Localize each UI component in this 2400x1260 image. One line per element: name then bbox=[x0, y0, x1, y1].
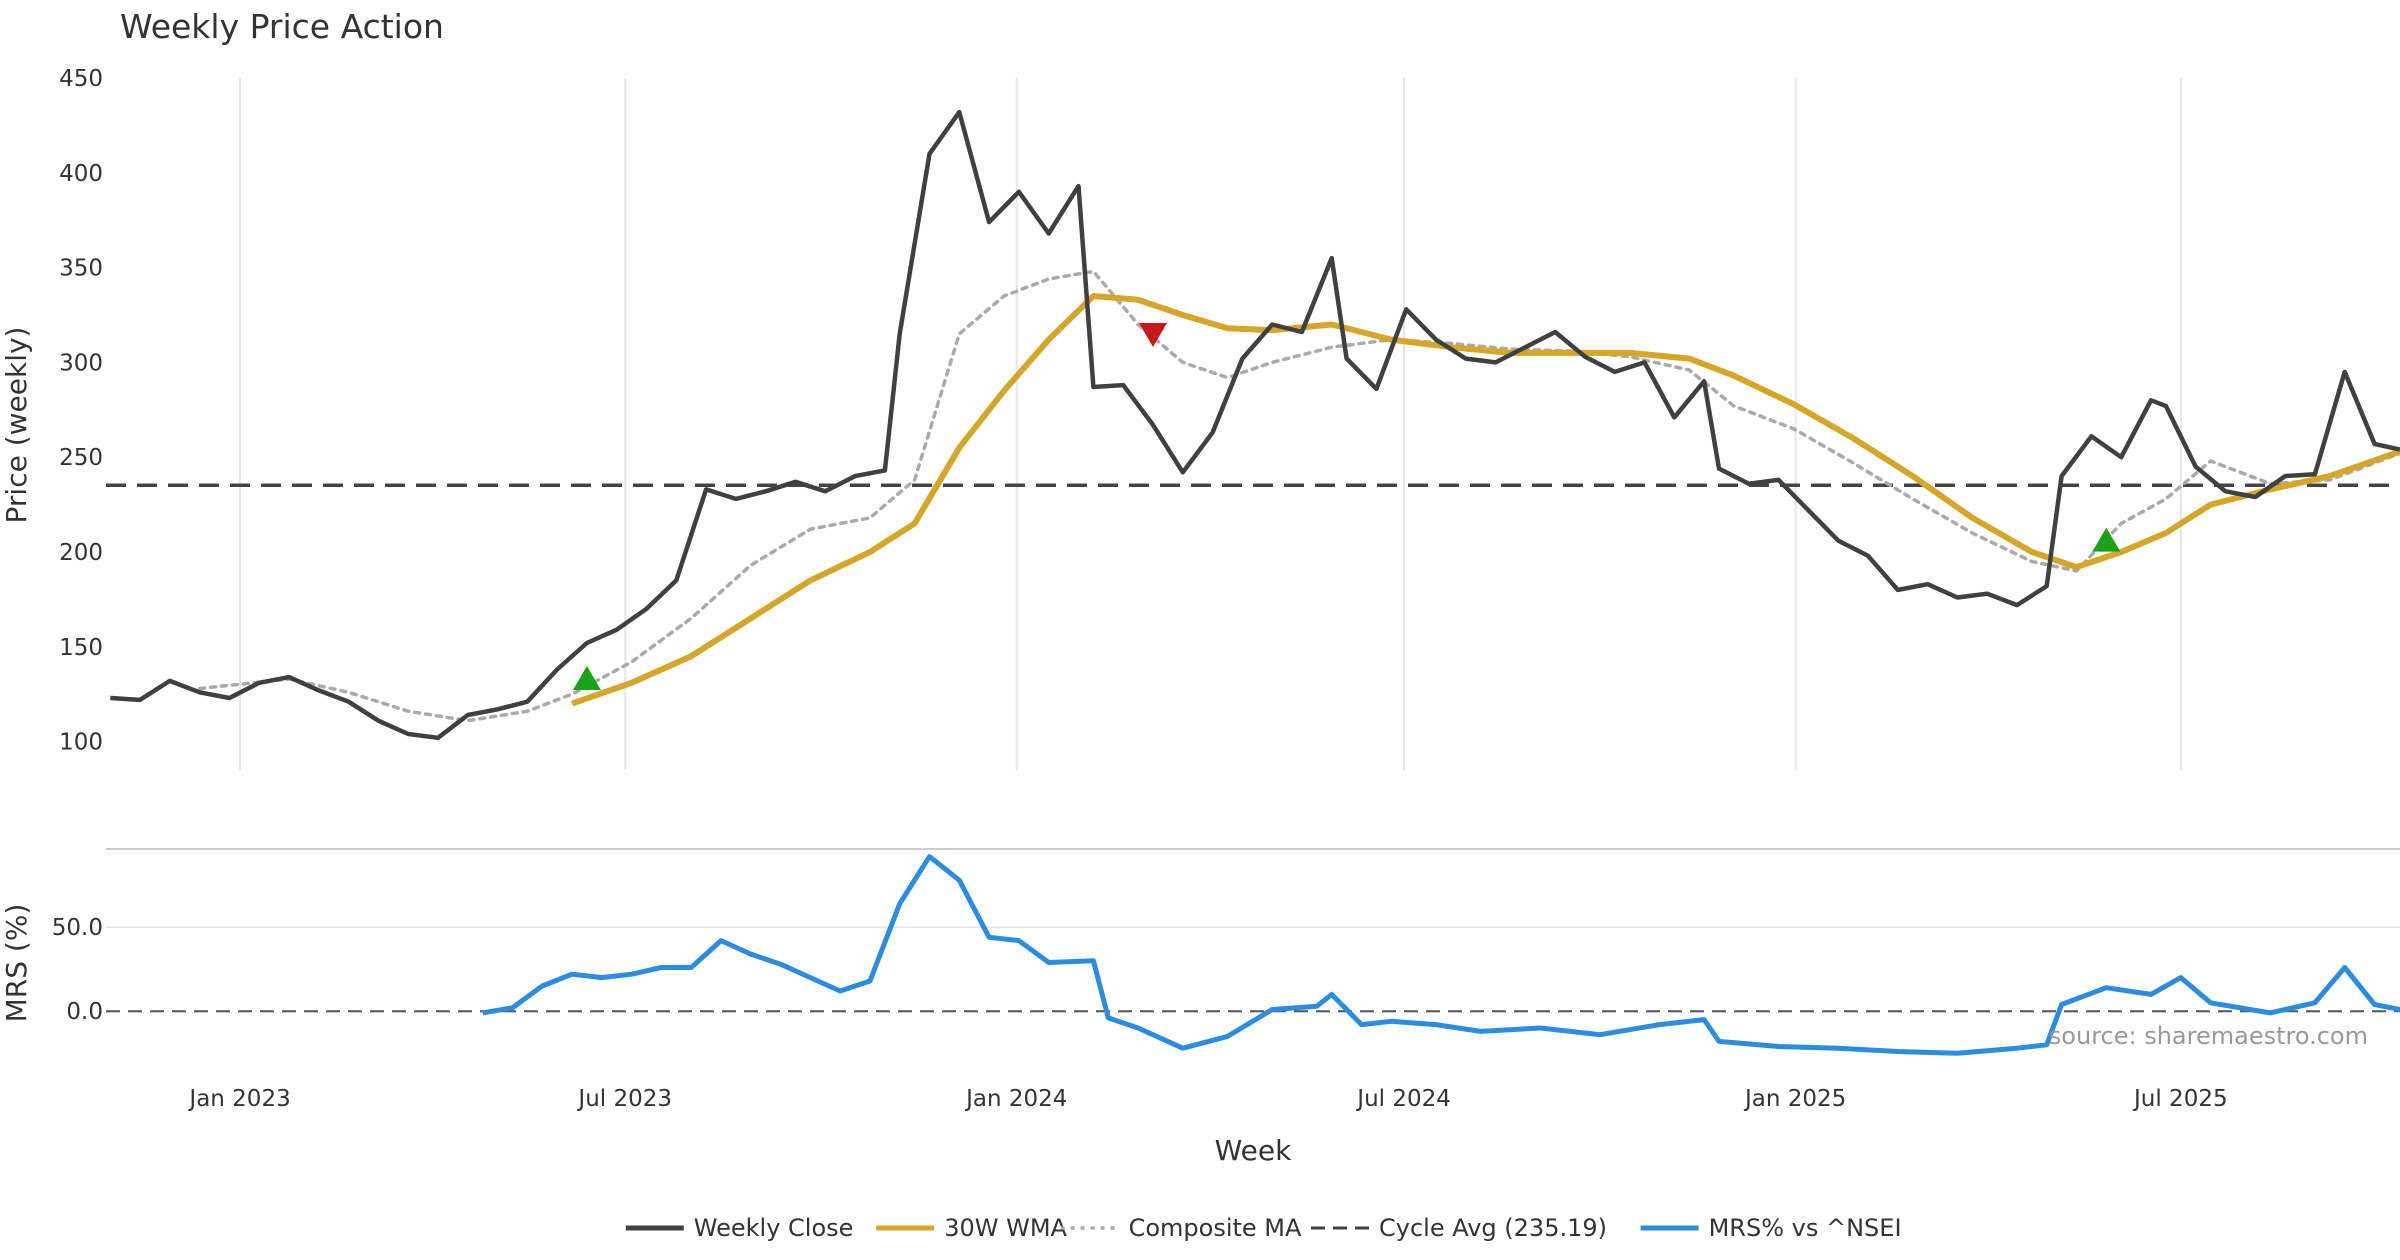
legend-label: Weekly Close bbox=[694, 1214, 854, 1242]
price-grid bbox=[239, 78, 2182, 770]
price-y-tick-label: 150 bbox=[59, 635, 103, 661]
buy-signal-marker bbox=[2092, 527, 2121, 552]
legend-entry: MRS% vs ^NSEI bbox=[1640, 1214, 1902, 1242]
price-y-tick-label: 200 bbox=[59, 540, 103, 566]
mrs-y-axis-label: MRS (%) bbox=[0, 904, 33, 1023]
sell-signal-marker bbox=[1138, 322, 1167, 347]
legend-entry: Composite MA bbox=[1060, 1214, 1302, 1242]
x-axis-ticks: Jan 2023 Jul 2023 Jan 2024 Jul 2024 Jan 2025… bbox=[187, 1086, 2227, 1112]
chart-title: Weekly Price Action bbox=[120, 7, 444, 46]
buy-signal-marker bbox=[572, 665, 601, 690]
mrs-line bbox=[482, 854, 2400, 1056]
mrs-series bbox=[482, 854, 2400, 1056]
x-tick-label: Jul 2025 bbox=[2132, 1086, 2228, 1112]
legend-entry: Weekly Close bbox=[625, 1214, 854, 1242]
price-y-tick-label: 250 bbox=[59, 445, 103, 471]
legend-entry: Cycle Avg (235.19) bbox=[1311, 1214, 1607, 1242]
legend-label: Composite MA bbox=[1129, 1214, 1302, 1242]
x-tick-label: Jan 2024 bbox=[964, 1086, 1067, 1112]
x-axis-label: Week bbox=[1215, 1134, 1292, 1167]
price-y-tick-label: 450 bbox=[59, 66, 103, 92]
x-tick-label: Jul 2024 bbox=[1355, 1086, 1451, 1112]
source-note: source: sharemaestro.com bbox=[2049, 1022, 2368, 1050]
price-series bbox=[110, 109, 2400, 741]
price-y-axis-label: Price (weekly) bbox=[0, 327, 33, 524]
mrs-y-tick-label: 0.0 bbox=[66, 999, 103, 1025]
signal-markers bbox=[572, 322, 2121, 690]
mrs-y-tick-label: 50.0 bbox=[52, 915, 103, 941]
legend: Weekly Close 30W WMA Composite MA Cycle Avg… bbox=[625, 1214, 1902, 1242]
legend-entry: 30W WMA bbox=[876, 1214, 1068, 1242]
x-tick-label: Jan 2025 bbox=[1743, 1086, 1846, 1112]
x-tick-label: Jan 2023 bbox=[187, 1086, 290, 1112]
weekly-close-line bbox=[110, 109, 2400, 741]
price-y-tick-label: 300 bbox=[59, 350, 103, 376]
price-y-tick-label: 350 bbox=[59, 256, 103, 282]
legend-label: MRS% vs ^NSEI bbox=[1709, 1214, 1902, 1242]
wma-line bbox=[571, 293, 2400, 707]
composite-ma-line bbox=[197, 269, 2400, 723]
price-y-ticks: 100 150 200 250 300 350 400 450 bbox=[59, 66, 103, 756]
mrs-y-ticks: 0.0 50.0 bbox=[52, 915, 103, 1025]
legend-label: 30W WMA bbox=[944, 1214, 1067, 1242]
mrs-grid bbox=[106, 926, 2400, 1013]
legend-label: Cycle Avg (235.19) bbox=[1379, 1214, 1607, 1242]
x-tick-label: Jul 2023 bbox=[576, 1086, 672, 1112]
price-y-tick-label: 400 bbox=[59, 161, 103, 187]
price-y-tick-label: 100 bbox=[59, 730, 103, 756]
